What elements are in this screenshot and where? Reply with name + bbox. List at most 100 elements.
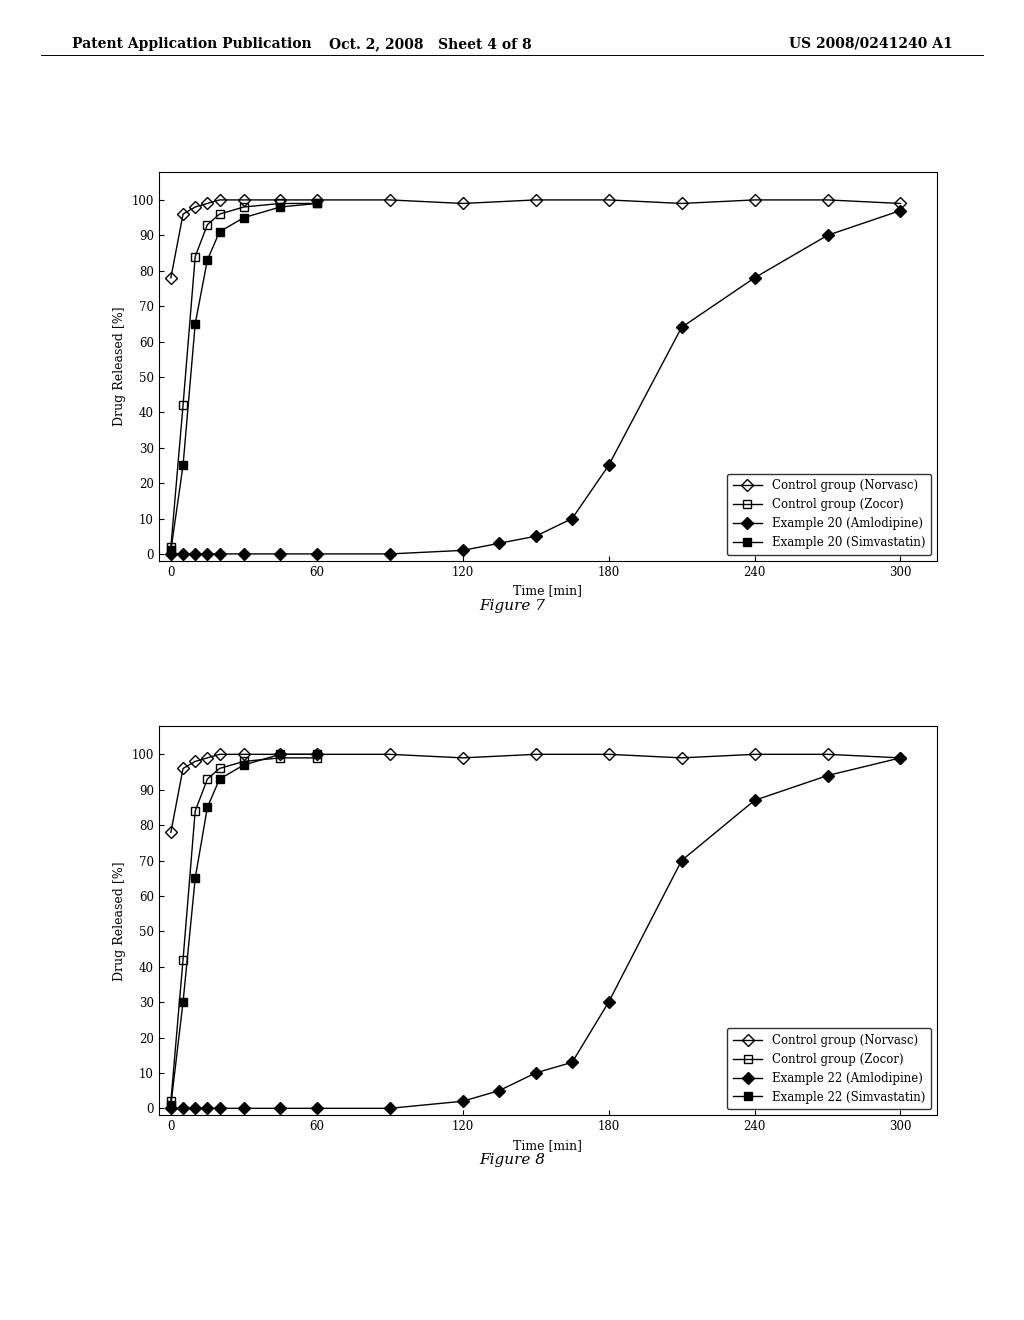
Line: Control group (Norvasc): Control group (Norvasc) <box>167 195 904 282</box>
Legend: Control group (Norvasc), Control group (Zocor), Example 22 (Amlodipine), Example: Control group (Norvasc), Control group (… <box>727 1028 931 1110</box>
Text: Figure 8: Figure 8 <box>479 1154 545 1167</box>
Example 20 (Simvastatin) <box>177 458 189 474</box>
Example 22 (Amlodipine) <box>566 1055 579 1071</box>
Example 22 (Simvastatin) <box>189 870 202 886</box>
Example 22 (Amlodipine) <box>310 1101 323 1117</box>
Example 22 (Amlodipine) <box>274 1101 287 1117</box>
X-axis label: Time [min]: Time [min] <box>513 585 583 598</box>
Control group (Norvasc) <box>602 191 614 207</box>
Control group (Norvasc) <box>177 206 189 222</box>
Example 20 (Amlodipine) <box>189 546 202 562</box>
Example 22 (Amlodipine) <box>189 1101 202 1117</box>
Control group (Norvasc) <box>189 754 202 770</box>
Control group (Norvasc) <box>165 269 177 285</box>
Example 22 (Amlodipine) <box>384 1101 396 1117</box>
Example 22 (Amlodipine) <box>602 994 614 1010</box>
Example 22 (Amlodipine) <box>177 1101 189 1117</box>
Example 22 (Amlodipine) <box>238 1101 250 1117</box>
Control group (Norvasc) <box>749 191 761 207</box>
Example 22 (Amlodipine) <box>529 1065 542 1081</box>
Control group (Norvasc) <box>213 191 225 207</box>
Control group (Zocor) <box>201 216 214 232</box>
Control group (Norvasc) <box>177 760 189 776</box>
Line: Example 20 (Amlodipine): Example 20 (Amlodipine) <box>167 206 904 558</box>
Example 22 (Simvastatin) <box>274 746 287 762</box>
Example 22 (Amlodipine) <box>201 1101 214 1117</box>
Text: Patent Application Publication: Patent Application Publication <box>72 37 311 51</box>
Example 20 (Amlodipine) <box>529 528 542 544</box>
Example 22 (Amlodipine) <box>457 1093 469 1109</box>
Example 20 (Amlodipine) <box>602 458 614 474</box>
Control group (Zocor) <box>238 199 250 215</box>
Line: Example 22 (Simvastatin): Example 22 (Simvastatin) <box>167 750 321 1109</box>
Control group (Zocor) <box>310 750 323 766</box>
Control group (Zocor) <box>177 397 189 413</box>
Control group (Norvasc) <box>894 750 906 766</box>
Control group (Zocor) <box>177 952 189 968</box>
Example 20 (Amlodipine) <box>894 203 906 219</box>
Line: Control group (Zocor): Control group (Zocor) <box>167 199 321 550</box>
Control group (Norvasc) <box>676 750 688 766</box>
Y-axis label: Drug Released [%]: Drug Released [%] <box>113 861 126 981</box>
Control group (Norvasc) <box>165 824 177 840</box>
Line: Control group (Norvasc): Control group (Norvasc) <box>167 750 904 837</box>
Example 22 (Amlodipine) <box>894 750 906 766</box>
Text: US 2008/0241240 A1: US 2008/0241240 A1 <box>788 37 952 51</box>
Line: Example 22 (Amlodipine): Example 22 (Amlodipine) <box>167 754 904 1113</box>
Example 20 (Simvastatin) <box>238 210 250 226</box>
Control group (Zocor) <box>165 1093 177 1109</box>
Example 20 (Simvastatin) <box>213 224 225 240</box>
Control group (Norvasc) <box>821 191 834 207</box>
Example 22 (Simvastatin) <box>201 800 214 816</box>
Example 20 (Simvastatin) <box>310 195 323 211</box>
Example 22 (Simvastatin) <box>238 758 250 774</box>
Control group (Norvasc) <box>384 191 396 207</box>
Example 22 (Amlodipine) <box>494 1082 506 1098</box>
Example 20 (Amlodipine) <box>165 546 177 562</box>
Example 22 (Simvastatin) <box>165 1097 177 1113</box>
Y-axis label: Drug Released [%]: Drug Released [%] <box>113 306 126 426</box>
Example 22 (Simvastatin) <box>213 771 225 787</box>
Control group (Zocor) <box>274 195 287 211</box>
Control group (Norvasc) <box>602 746 614 762</box>
X-axis label: Time [min]: Time [min] <box>513 1139 583 1152</box>
Control group (Norvasc) <box>749 746 761 762</box>
Control group (Norvasc) <box>384 746 396 762</box>
Example 22 (Simvastatin) <box>177 994 189 1010</box>
Control group (Norvasc) <box>238 191 250 207</box>
Control group (Norvasc) <box>189 199 202 215</box>
Line: Example 20 (Simvastatin): Example 20 (Simvastatin) <box>167 199 321 554</box>
Control group (Norvasc) <box>529 746 542 762</box>
Control group (Norvasc) <box>201 750 214 766</box>
Example 20 (Amlodipine) <box>494 536 506 552</box>
Control group (Zocor) <box>189 248 202 264</box>
Example 22 (Amlodipine) <box>676 853 688 869</box>
Control group (Norvasc) <box>676 195 688 211</box>
Control group (Norvasc) <box>213 746 225 762</box>
Example 20 (Amlodipine) <box>566 511 579 527</box>
Example 20 (Amlodipine) <box>676 319 688 335</box>
Example 20 (Amlodipine) <box>238 546 250 562</box>
Example 20 (Amlodipine) <box>213 546 225 562</box>
Example 20 (Simvastatin) <box>201 252 214 268</box>
Control group (Zocor) <box>274 750 287 766</box>
Control group (Zocor) <box>310 195 323 211</box>
Example 20 (Simvastatin) <box>165 543 177 558</box>
Line: Control group (Zocor): Control group (Zocor) <box>167 754 321 1105</box>
Legend: Control group (Norvasc), Control group (Zocor), Example 20 (Amlodipine), Example: Control group (Norvasc), Control group (… <box>727 474 931 556</box>
Control group (Norvasc) <box>201 195 214 211</box>
Control group (Zocor) <box>238 754 250 770</box>
Text: Figure 7: Figure 7 <box>479 599 545 612</box>
Control group (Norvasc) <box>821 746 834 762</box>
Example 20 (Amlodipine) <box>201 546 214 562</box>
Example 22 (Amlodipine) <box>749 792 761 808</box>
Control group (Norvasc) <box>238 746 250 762</box>
Example 20 (Simvastatin) <box>189 315 202 331</box>
Example 20 (Amlodipine) <box>310 546 323 562</box>
Example 20 (Amlodipine) <box>821 227 834 243</box>
Text: Oct. 2, 2008   Sheet 4 of 8: Oct. 2, 2008 Sheet 4 of 8 <box>329 37 531 51</box>
Control group (Zocor) <box>201 771 214 787</box>
Control group (Norvasc) <box>894 195 906 211</box>
Example 20 (Amlodipine) <box>274 546 287 562</box>
Control group (Norvasc) <box>310 191 323 207</box>
